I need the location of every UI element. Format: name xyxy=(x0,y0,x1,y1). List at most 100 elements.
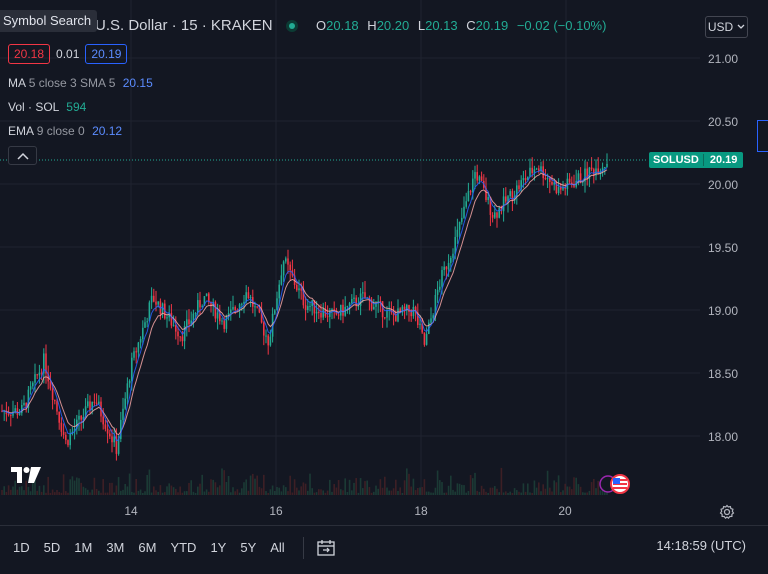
candle-body xyxy=(80,415,82,420)
candle-body xyxy=(271,313,274,337)
candle-body xyxy=(289,264,291,271)
volume-bar xyxy=(408,473,410,495)
volume-bar xyxy=(573,477,575,495)
indicator-ma[interactable]: MA 5 close 3 SMA 5 20.15 xyxy=(8,76,153,90)
candle-body xyxy=(210,301,212,307)
candle-body xyxy=(445,266,448,270)
volume-bar xyxy=(10,489,12,495)
candle-body xyxy=(590,167,593,170)
tradingview-logo[interactable] xyxy=(11,466,41,484)
price-chart[interactable] xyxy=(0,0,768,525)
candle-body xyxy=(384,317,386,319)
volume-bar xyxy=(51,489,54,495)
candle-body xyxy=(177,331,179,337)
candle-body xyxy=(199,300,201,308)
range-all-button[interactable]: All xyxy=(270,540,285,555)
candle-body xyxy=(566,178,569,189)
volume-bar xyxy=(260,488,263,495)
range-5d-button[interactable]: 5D xyxy=(43,540,61,555)
indicator-ema[interactable]: EMA 9 close 0 20.12 xyxy=(8,124,123,138)
indicator-volume[interactable]: Vol · SOL 594 xyxy=(8,100,87,114)
candle-body xyxy=(353,297,355,299)
volume-bar xyxy=(139,489,142,495)
range-5y-button[interactable]: 5Y xyxy=(240,540,257,555)
collapse-legend-button[interactable] xyxy=(8,146,37,165)
volume-bar xyxy=(342,490,344,495)
candle-body xyxy=(362,292,364,294)
ask-price[interactable]: 20.19 xyxy=(85,44,128,64)
volume-bar xyxy=(496,488,498,495)
candle-body xyxy=(104,424,107,429)
volume-bar xyxy=(38,485,41,495)
candle-body xyxy=(518,185,520,189)
range-3m-button[interactable]: 3M xyxy=(106,540,125,555)
volume-bar xyxy=(87,489,89,495)
candle-body xyxy=(142,327,144,340)
candle-body xyxy=(276,298,278,311)
candle-body xyxy=(320,312,322,318)
calendar-range-icon[interactable] xyxy=(316,539,336,557)
volume-bar xyxy=(18,486,21,495)
volume-bar xyxy=(102,479,104,495)
candle-body xyxy=(36,374,38,376)
volume-bar xyxy=(298,490,300,495)
volume-bar xyxy=(7,485,10,495)
candle-body xyxy=(529,167,531,177)
candle-body xyxy=(166,317,168,319)
volume-bar xyxy=(159,485,162,495)
candle-body xyxy=(516,185,518,197)
y-tick: 21.00 xyxy=(708,52,739,66)
candle-body xyxy=(241,303,243,305)
volume-bar xyxy=(69,479,71,495)
candle-body xyxy=(379,301,382,303)
chart-area[interactable]: Symbol Search U.S. Dollar · 15 · KRAKEN … xyxy=(0,0,768,525)
candle-body xyxy=(260,312,263,323)
volume-bar xyxy=(16,489,19,495)
candle-body xyxy=(139,339,142,343)
volume-bar xyxy=(520,492,522,495)
gear-icon[interactable] xyxy=(719,504,735,520)
us-flag-icon[interactable] xyxy=(598,474,632,494)
volume-bar xyxy=(544,488,547,495)
candle-body xyxy=(56,401,58,412)
volume-bar xyxy=(392,488,395,495)
range-1d-button[interactable]: 1D xyxy=(13,540,30,555)
volume-bar xyxy=(557,475,560,495)
side-panel-edge[interactable] xyxy=(757,120,768,152)
bid-price[interactable]: 20.18 xyxy=(8,44,51,64)
range-1y-button[interactable]: 1Y xyxy=(210,540,227,555)
candle-body xyxy=(78,415,80,420)
currency-button[interactable]: USD xyxy=(705,16,748,38)
volume-bar xyxy=(157,491,159,495)
candle-body xyxy=(430,318,432,323)
candle-body xyxy=(329,311,331,317)
candle-body xyxy=(406,305,408,310)
volume-bar xyxy=(117,477,120,495)
utc-clock[interactable]: 14:18:59 (UTC) xyxy=(656,538,746,553)
volume-bar xyxy=(425,491,428,495)
range-6m-button[interactable]: 6M xyxy=(138,540,157,555)
symbol-title[interactable]: U.S. Dollar · 15 · KRAKEN xyxy=(95,17,273,34)
volume-bar xyxy=(243,482,245,495)
candle-body xyxy=(208,293,210,302)
volume-bar xyxy=(311,488,313,495)
candle-body xyxy=(298,288,300,291)
candle-body xyxy=(333,309,335,311)
volume-bar xyxy=(465,492,467,495)
range-1m-button[interactable]: 1M xyxy=(74,540,93,555)
candle-body xyxy=(315,311,318,314)
volume-bar xyxy=(304,483,307,495)
volume-bar xyxy=(527,483,529,495)
volume-bar xyxy=(324,492,327,495)
volume-bar xyxy=(597,480,599,495)
volume-bar xyxy=(373,491,375,495)
range-buttons: 1D 5D 1M 3M 6M YTD 1Y 5Y All xyxy=(9,536,289,559)
candle-body xyxy=(472,178,474,193)
volume-bar xyxy=(452,489,454,495)
candle-body xyxy=(408,305,410,312)
market-status-icon[interactable] xyxy=(286,20,298,32)
range-ytd-button[interactable]: YTD xyxy=(170,540,197,555)
candle-body xyxy=(43,353,45,374)
volume-bar xyxy=(285,487,287,495)
candle-body xyxy=(144,322,146,328)
